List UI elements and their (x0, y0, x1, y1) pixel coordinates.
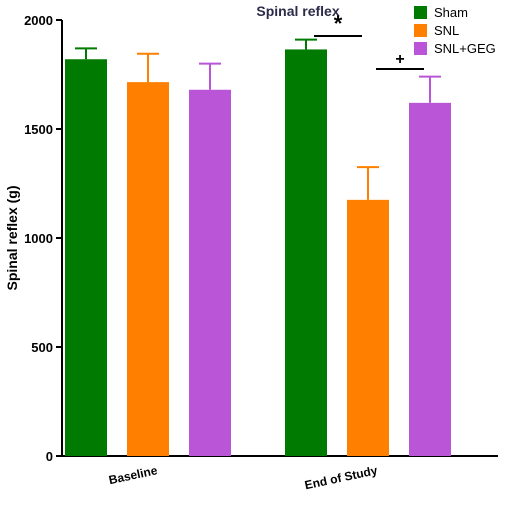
y-tick-label: 0 (46, 449, 53, 464)
plot-area: 0 500 1000 1500 2000 Baseline End of Study * + (24, 11, 498, 492)
legend: Sham SNL SNL+GEG (414, 5, 496, 56)
y-tick-label: 1000 (24, 231, 53, 246)
x-tick-label: End of Study (303, 463, 379, 492)
y-tick-label: 1500 (24, 122, 53, 137)
legend-label: SNL+GEG (434, 41, 496, 56)
bar (285, 49, 327, 457)
bar (189, 89, 231, 456)
legend-swatch (414, 42, 427, 55)
bar (127, 82, 169, 456)
legend-label: SNL (434, 23, 459, 38)
legend-swatch (414, 6, 427, 19)
y-tick-label: 2000 (24, 13, 53, 28)
legend-label: Sham (434, 5, 468, 20)
y-tick-label: 500 (31, 340, 53, 355)
bar (409, 102, 451, 456)
significance-marker: + (395, 51, 404, 68)
bar (347, 199, 389, 456)
chart-title: Spinal reflex (256, 3, 339, 19)
y-axis-label: Spinal reflex (g) (4, 185, 20, 290)
significance-marker: * (334, 11, 343, 36)
x-tick-label: Baseline (107, 463, 159, 487)
bar (65, 59, 107, 457)
legend-swatch (414, 24, 427, 37)
